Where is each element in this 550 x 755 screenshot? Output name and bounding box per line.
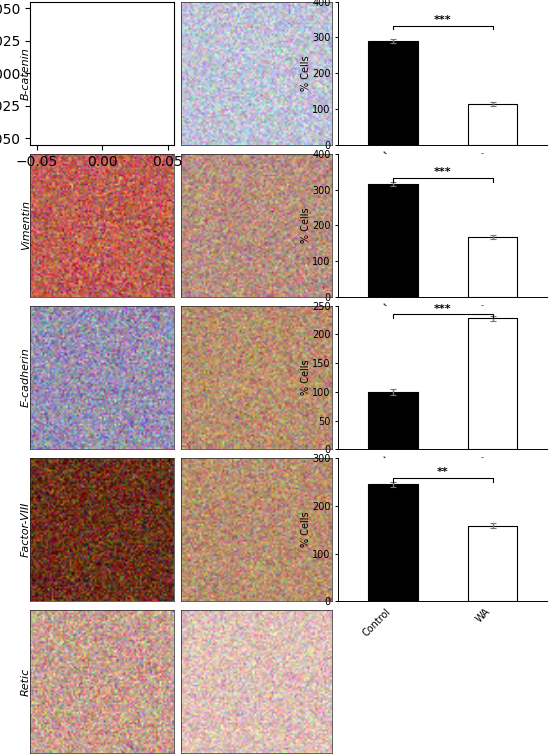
Y-axis label: B-catenin: B-catenin [21,47,31,100]
Bar [468,525,518,602]
Y-axis label: Vimentin: Vimentin [21,200,31,251]
Y-axis label: % Cells: % Cells [301,359,311,396]
Y-axis label: Retic: Retic [21,667,31,696]
Bar [368,184,418,297]
Text: ***: *** [434,15,452,25]
Text: **: ** [437,467,449,477]
Bar [368,392,418,449]
Y-axis label: % Cells: % Cells [301,55,311,91]
Y-axis label: E-cadherin: E-cadherin [21,347,31,408]
Bar [468,103,518,145]
Y-axis label: Factor-VIII: Factor-VIII [21,502,31,557]
Y-axis label: % Cells: % Cells [301,208,311,243]
Bar [468,319,518,449]
Bar [468,237,518,297]
Text: ***: *** [434,304,452,313]
Bar [368,484,418,602]
Bar [368,41,418,145]
Text: ***: *** [434,168,452,177]
Y-axis label: % Cells: % Cells [301,512,311,547]
